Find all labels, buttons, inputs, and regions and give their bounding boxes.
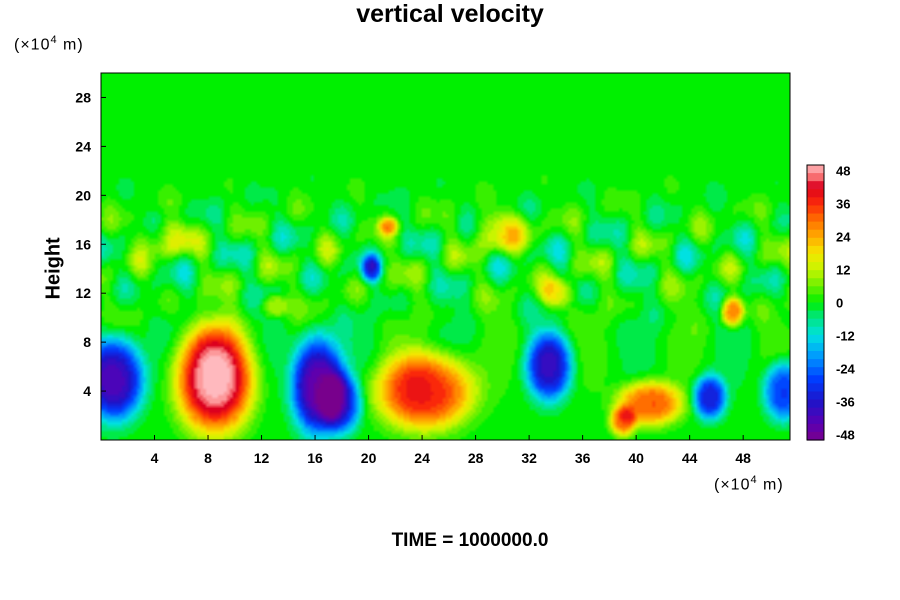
- colorbar-segment: [807, 270, 824, 279]
- plot-frame: [100, 72, 791, 441]
- x-tick-label: 44: [682, 450, 698, 466]
- x-tick-label: 12: [254, 450, 270, 466]
- colorbar-tick-label: 36: [836, 197, 850, 212]
- velocity-field: [101, 73, 790, 440]
- colorbar-tick-label: 0: [836, 296, 843, 311]
- colorbar-segment: [807, 359, 824, 368]
- x-tick-label: 36: [575, 450, 591, 466]
- time-label: TIME = 1000000.0: [391, 530, 549, 551]
- y-tick-label: 28: [75, 89, 91, 105]
- y-tick-label: 4: [83, 383, 91, 399]
- colorbar-segment: [807, 326, 824, 336]
- colorbar-segment: [807, 213, 824, 223]
- colorbar-segment: [807, 399, 824, 409]
- x-tick-label: 8: [204, 450, 212, 466]
- y-tick-label: 8: [83, 334, 91, 350]
- colorbar-tick-label: 12: [836, 263, 850, 278]
- colorbar-segment: [807, 391, 824, 401]
- colorbar-segment: [807, 342, 824, 352]
- colorbar-segment: [807, 165, 824, 174]
- colorbar-tick-label: -24: [836, 362, 856, 377]
- colorbar-segment: [807, 181, 824, 190]
- x-tick-label: 40: [628, 450, 644, 466]
- x-axis-unit: (×104 m): [714, 474, 784, 494]
- colorbar-segment: [807, 245, 824, 255]
- x-tick-label: 32: [521, 450, 537, 466]
- y-axis-unit: (×104 m): [14, 34, 84, 54]
- y-axis: 4 8 12 16 20 24 28: [75, 89, 106, 399]
- colorbar-segment: [807, 294, 824, 304]
- chart-title: vertical velocity: [356, 0, 544, 28]
- x-axis: 4 8 12 16 20 24 28 32 36 40 44 48: [151, 435, 751, 466]
- x-tick-label: 24: [414, 450, 430, 466]
- x-tick-label: 16: [307, 450, 323, 466]
- colorbar-segment: [807, 286, 824, 296]
- colorbar-segment: [807, 318, 824, 328]
- colorbar-segment: [807, 262, 824, 271]
- colorbar-segment: [807, 351, 824, 360]
- colorbar-segment: [807, 415, 824, 425]
- colorbar-segment: [807, 375, 824, 384]
- colorbar-segment: [807, 221, 824, 231]
- x-tick-label: 4: [151, 450, 159, 466]
- colorbar-tick-label: 48: [836, 164, 850, 179]
- y-tick-label: 12: [75, 285, 91, 301]
- colorbar-segment: [807, 423, 824, 433]
- colorbar-tick-label: 24: [836, 230, 851, 245]
- colorbar-segment: [807, 229, 824, 239]
- colorbar-tick-label: -36: [836, 395, 855, 410]
- colorbar-segment: [807, 197, 824, 207]
- colorbar-segment: [807, 189, 824, 198]
- colorbar-segment: [807, 278, 824, 287]
- y-tick-label: 16: [75, 236, 91, 252]
- y-tick-label: 24: [75, 138, 91, 154]
- x-tick-label: 20: [361, 450, 377, 466]
- colorbar-segment: [807, 237, 824, 247]
- colorbar-segment: [807, 383, 824, 393]
- colorbar-segment: [807, 253, 824, 263]
- colorbar: 48 36 24 12 0 -12 -24 -36 -48: [806, 164, 856, 443]
- colorbar-frame: [806, 164, 825, 441]
- colorbar-segment: [807, 173, 824, 182]
- colorbar-segment: [807, 431, 824, 441]
- x-tick-label: 28: [468, 450, 484, 466]
- colorbar-segment: [807, 407, 824, 417]
- colorbar-segment: [807, 334, 824, 344]
- x-tick-label: 48: [735, 450, 751, 466]
- y-tick-label: 20: [75, 187, 91, 203]
- colorbar-tick-label: -12: [836, 329, 855, 344]
- colorbar-segment: [807, 205, 824, 215]
- colorbar-segment: [807, 302, 824, 312]
- colorbar-tick-label: -48: [836, 428, 855, 443]
- colorbar-segment: [807, 310, 824, 320]
- colorbar-segment: [807, 367, 824, 376]
